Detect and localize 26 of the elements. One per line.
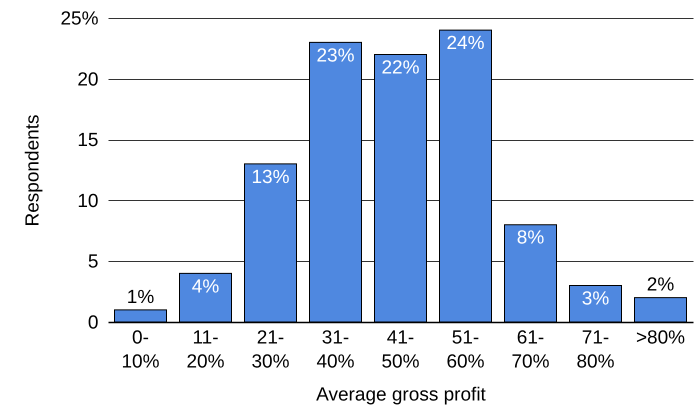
text: 13% xyxy=(251,166,290,188)
text: 4% xyxy=(192,276,220,298)
x-tick-label: 71-80% xyxy=(576,328,615,372)
text: 2% xyxy=(646,274,674,296)
y-tick-label: 0 xyxy=(88,312,98,334)
y-tick-label: 10 xyxy=(77,190,98,212)
x-tick-label: 11-20% xyxy=(186,328,225,372)
x-tick-label: 31-40% xyxy=(316,328,355,372)
text: 22% xyxy=(381,57,420,78)
x-tick-label: >80% xyxy=(636,328,686,348)
y-tick-label: 25% xyxy=(60,8,99,30)
x-tick-label: 0-10% xyxy=(121,328,160,372)
x-tick-label: 41-50% xyxy=(381,328,420,372)
y-tick-label: 5 xyxy=(88,252,98,273)
x-tick-label: 21-30% xyxy=(251,328,290,372)
text: 1% xyxy=(126,286,154,308)
text: 3% xyxy=(582,288,610,310)
text: 24% xyxy=(446,33,485,54)
y-axis-title: Respondents xyxy=(22,114,44,226)
x-axis-title: Average gross profit xyxy=(316,384,487,406)
text: 23% xyxy=(316,45,355,66)
x-tick-label: 51-60% xyxy=(446,328,485,372)
y-tick-label: 20 xyxy=(77,69,98,90)
text: 8% xyxy=(516,228,544,249)
x-tick-label: 61-70% xyxy=(511,328,550,372)
y-tick-label: 15 xyxy=(77,130,98,152)
